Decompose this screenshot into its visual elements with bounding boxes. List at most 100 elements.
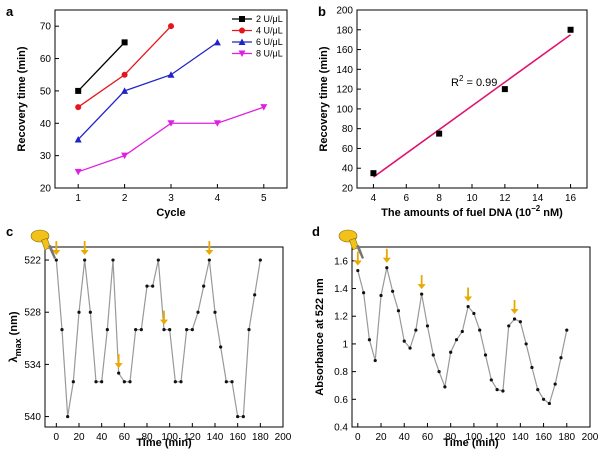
data-point xyxy=(370,170,377,177)
data-point xyxy=(443,385,447,389)
data-point-series-3 xyxy=(213,38,221,46)
x-axis-label-b-sup: −2 xyxy=(531,204,541,213)
data-point xyxy=(145,284,149,288)
data-point xyxy=(219,345,223,349)
fuel-addition-arrowhead xyxy=(382,257,391,263)
data-point xyxy=(253,293,257,297)
panel-letter-c: c xyxy=(6,224,13,239)
data-point xyxy=(71,380,75,384)
y-tick-label: 20 xyxy=(342,184,354,195)
x-tick-label: 140 xyxy=(512,432,529,443)
data-point-series-4 xyxy=(121,152,129,160)
y-tick-label: 540 xyxy=(24,412,41,423)
data-point xyxy=(449,350,453,354)
data-point xyxy=(173,380,177,384)
x-tick-label: 2 xyxy=(122,193,128,204)
data-point xyxy=(258,258,262,262)
y-axis-label-c-unit: (nm) xyxy=(8,311,20,338)
legend-label-2: 4 U/μL xyxy=(256,26,283,36)
x-tick-label: 40 xyxy=(399,432,411,443)
y-axis-label-a: Recovery time (min) xyxy=(16,46,28,151)
y-tick-label: 60 xyxy=(342,144,354,155)
data-point xyxy=(202,284,206,288)
r-squared-annotation: R2 = 0.99 xyxy=(451,74,497,89)
x-tick-label: 8 xyxy=(436,193,442,204)
y-tick-label: 522 xyxy=(24,256,41,267)
y-tick-label: 140 xyxy=(336,65,353,76)
data-point xyxy=(185,328,189,332)
data-point-series-2 xyxy=(168,23,174,30)
y-tick-label: 534 xyxy=(24,360,41,371)
data-point xyxy=(559,356,563,360)
x-tick-label: 180 xyxy=(252,432,269,443)
data-point xyxy=(483,353,488,357)
y-tick-label: 0.8 xyxy=(334,367,348,378)
plot-frame-b xyxy=(356,9,588,189)
data-point-series-4 xyxy=(213,120,221,127)
data-point xyxy=(156,258,160,262)
series-line-3 xyxy=(77,41,218,140)
data-point xyxy=(373,358,377,363)
data-point xyxy=(179,380,183,384)
panel-a: a 1 2 3 4 5 20 30 40 50 60 70 Cycle Recovery time … xyxy=(6,4,288,219)
data-point xyxy=(117,371,121,375)
panel-b: b 4 6 8 10 12 14 1620406080100120140160180200 … xyxy=(318,4,588,219)
data-point xyxy=(236,414,240,419)
x-tick-label: 6 xyxy=(404,193,410,204)
y-tick-label: 1 xyxy=(342,339,348,350)
x-tick-label: 100 xyxy=(161,432,178,443)
y-tick-label: 60 xyxy=(40,54,52,65)
series-line-2 xyxy=(77,25,172,108)
legend-marker-2 xyxy=(239,27,245,34)
data-point xyxy=(414,328,418,332)
x-tick-label: 120 xyxy=(184,432,201,443)
data-point xyxy=(466,304,470,309)
data-point xyxy=(224,380,228,384)
data-point xyxy=(460,329,464,334)
x-tick-label: 20 xyxy=(73,432,85,443)
data-point-series-3 xyxy=(167,71,175,78)
data-point xyxy=(111,258,115,262)
series-line-4 xyxy=(77,106,265,173)
data-point xyxy=(567,26,574,33)
data-point xyxy=(396,309,401,313)
data-point-series-4 xyxy=(260,104,268,111)
data-point xyxy=(162,328,166,332)
x-axis-label-b-main: The amounts of fuel DNA (10 xyxy=(381,207,531,219)
data-point xyxy=(472,311,476,316)
x-tick-label: 200 xyxy=(582,432,599,443)
legend-label-1: 2 U/μL xyxy=(256,14,283,24)
x-tick-label: 4 xyxy=(215,193,221,204)
pipette-icon xyxy=(30,229,56,259)
fuel-addition-arrowhead xyxy=(417,284,426,290)
y-tick-label: 1.2 xyxy=(334,312,348,323)
x-tick-label: 180 xyxy=(558,432,575,443)
y-tick-label: 0.6 xyxy=(334,395,348,406)
y-axis-label-d: Absorbance at 522 nm xyxy=(314,278,326,396)
x-tick-label: 10 xyxy=(466,193,478,204)
data-point-series-2 xyxy=(121,71,128,78)
fuel-addition-arrowhead xyxy=(114,363,123,369)
data-point xyxy=(230,380,234,384)
data-point xyxy=(524,342,528,346)
y-tick-label: 1.4 xyxy=(334,284,348,295)
x-tick-label: 80 xyxy=(445,432,457,443)
y-tick-label: 200 xyxy=(336,6,353,17)
legend-label-4: 8 U/μL xyxy=(256,49,283,59)
data-point xyxy=(420,292,424,296)
data-point xyxy=(151,284,155,288)
y-tick-label: 40 xyxy=(40,119,52,130)
data-point xyxy=(196,310,200,314)
x-axis-label-b: The amounts of fuel DNA (10−2 nM) xyxy=(381,204,563,219)
data-point xyxy=(536,388,540,392)
x-tick-label: 3 xyxy=(168,193,174,204)
data-point xyxy=(489,378,493,382)
data-point xyxy=(431,353,435,357)
x-axis-label-b-tail: nM) xyxy=(540,207,563,219)
plot-frame-d xyxy=(351,246,591,428)
data-point xyxy=(190,328,194,332)
data-point xyxy=(168,328,172,332)
y-tick-label: 528 xyxy=(24,308,41,319)
data-point xyxy=(507,324,511,328)
